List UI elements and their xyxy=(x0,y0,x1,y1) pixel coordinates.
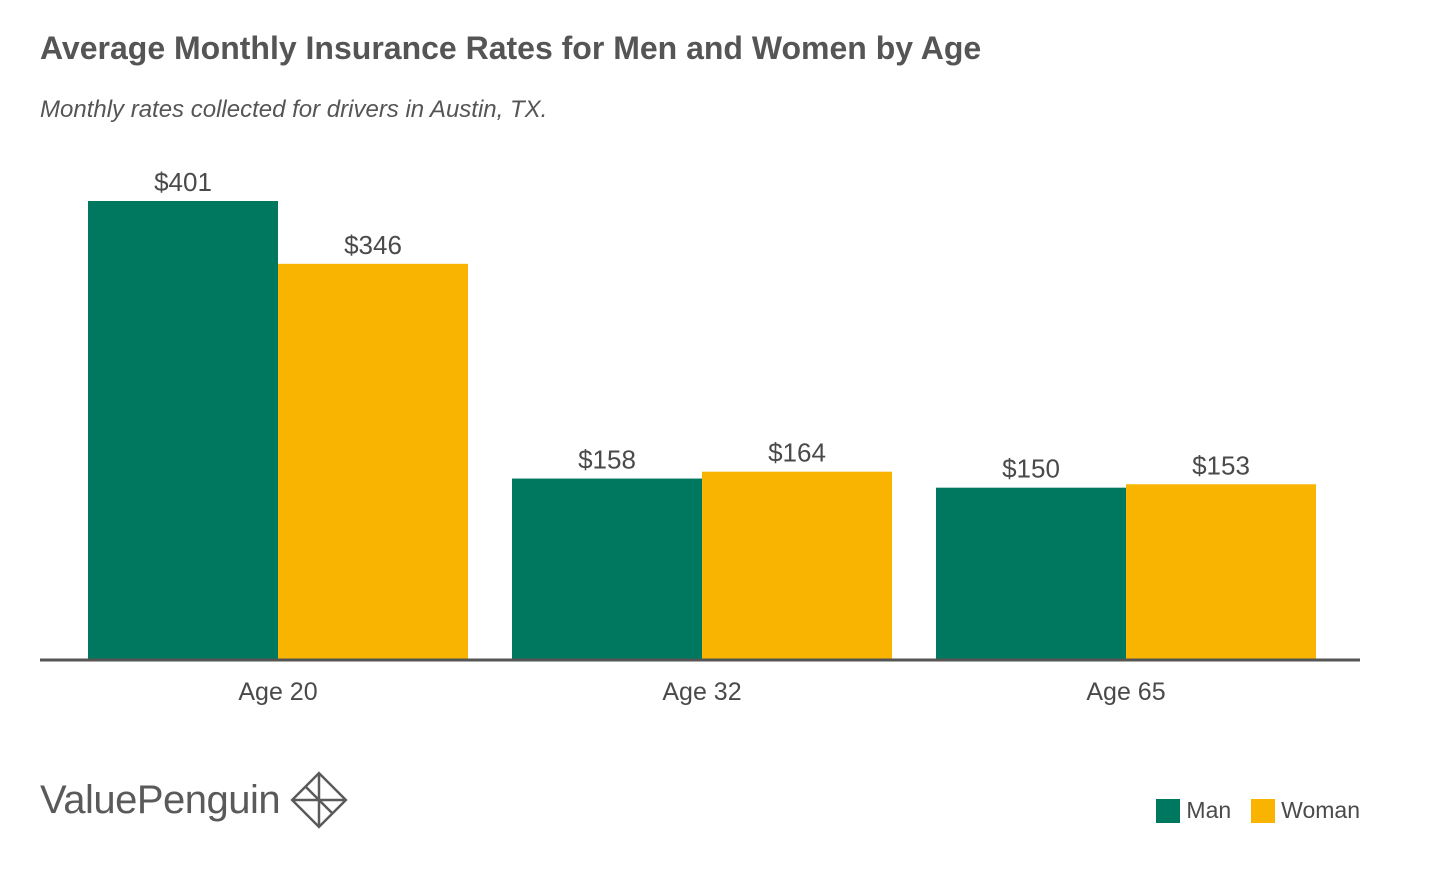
chart-subtitle: Monthly rates collected for drivers in A… xyxy=(40,96,548,123)
legend-item-man: Man xyxy=(1156,797,1231,824)
x-tick-label-age-65: Age 65 xyxy=(1086,678,1165,706)
bar-woman-age-65 xyxy=(1126,484,1316,659)
legend-swatch-man xyxy=(1156,798,1181,823)
brand-logo-block: ValuePenguin xyxy=(40,760,350,840)
bar-woman-age-32 xyxy=(702,471,892,659)
data-label-man-age-32: $158 xyxy=(578,445,636,475)
data-label-woman-age-65: $153 xyxy=(1192,450,1250,480)
legend-item-woman: Woman xyxy=(1251,797,1360,824)
data-label-woman-age-20: $346 xyxy=(344,230,402,260)
data-label-man-age-20: $401 xyxy=(154,167,212,197)
bar-man-age-20 xyxy=(88,201,278,659)
bar-man-age-65 xyxy=(936,487,1126,659)
data-label-man-age-65: $150 xyxy=(1002,454,1060,484)
chart-legend: Man Woman xyxy=(1136,797,1360,824)
bar-man-age-32 xyxy=(512,478,702,659)
x-tick-label-age-20: Age 20 xyxy=(238,678,317,706)
penguin-diamond-icon xyxy=(290,771,348,829)
x-tick-label-age-32: Age 32 xyxy=(662,678,741,706)
legend-label-woman: Woman xyxy=(1281,797,1360,823)
legend-label-man: Man xyxy=(1186,797,1232,823)
data-label-woman-age-32: $164 xyxy=(768,438,826,468)
bar-woman-age-20 xyxy=(278,263,468,659)
brand-name: ValuePenguin xyxy=(40,777,281,822)
chart-title: Average Monthly Insurance Rates for Men … xyxy=(40,30,982,66)
legend-swatch-woman xyxy=(1251,798,1276,823)
